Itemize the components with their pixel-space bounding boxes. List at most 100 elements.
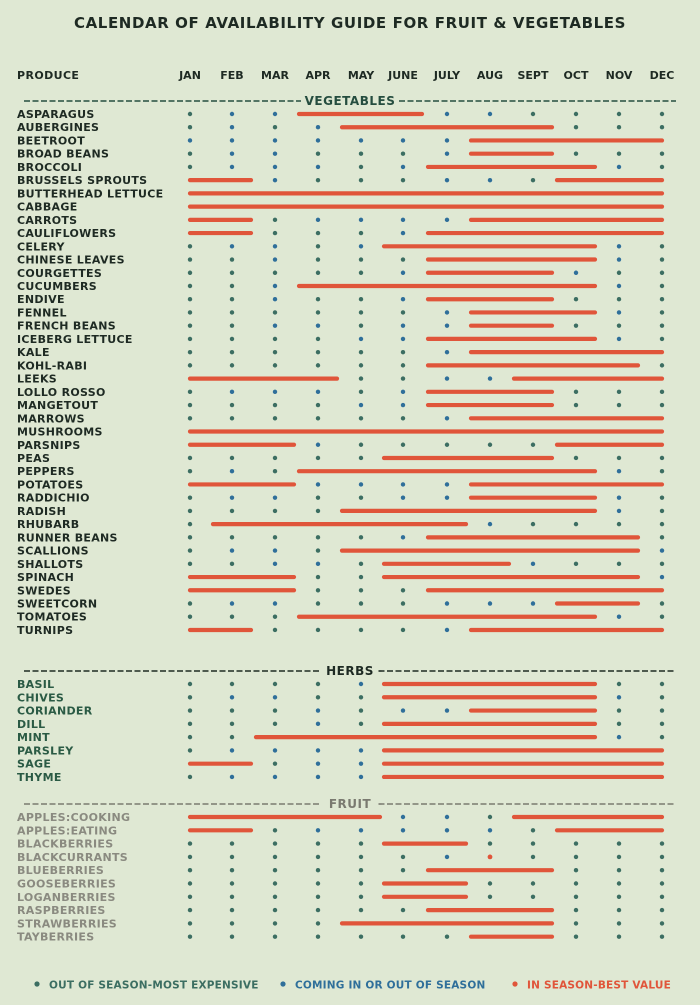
out-dot-tomatoes-jan — [187, 614, 193, 619]
out-dot-blackcurrants-june — [400, 854, 406, 860]
produce-label-marrows: MARROWS — [17, 412, 85, 425]
out-dot-peas-oct — [573, 455, 579, 461]
out-dot-endive-dec — [659, 297, 665, 302]
produce-label-apples-eating: APPLES:EATING — [17, 824, 117, 837]
out-dot-iceberg-lettuce-dec — [659, 336, 665, 342]
out-dot-shallots-dec — [659, 561, 665, 567]
coming-dot-asparagus-feb — [229, 111, 235, 117]
produce-label-asparagus: ASPARAGUS — [17, 108, 95, 121]
coming-dot-sweetcorn-july — [444, 601, 450, 606]
coming-dot-sage-may — [358, 761, 364, 766]
out-dot-endive-may — [358, 297, 364, 302]
out-dot-blueberries-june — [400, 868, 406, 873]
out-dot-gooseberries-nov — [616, 881, 622, 886]
produce-label-endive: ENDIVE — [17, 293, 65, 306]
coming-dot-asparagus-mar — [272, 111, 278, 117]
produce-label-scallions: SCALLIONS — [17, 545, 89, 558]
out-dot-tomatoes-feb — [229, 614, 235, 619]
coming-dot-chinese-leaves-nov — [616, 257, 622, 262]
coming-dot-iceberg-lettuce-june — [400, 336, 406, 342]
produce-label-cauliflowers: CAULIFLOWERS — [17, 227, 116, 240]
out-dot-broad-beans-dec — [659, 151, 665, 156]
out-dot-celery-apr — [315, 244, 321, 249]
out-dot-radish-jan — [187, 508, 193, 514]
out-dot-turnips-mar — [272, 627, 278, 633]
out-dot-strawberries-feb — [229, 921, 235, 926]
month-label-mar: MAR — [261, 69, 289, 82]
out-dot-blackberries-may — [358, 841, 364, 846]
out-dot-asparagus-jan — [187, 111, 193, 117]
out-dot-marrows-june — [400, 416, 406, 421]
out-dot-blackberries-sept — [530, 841, 536, 846]
out-dot-tayberries-may — [358, 934, 364, 939]
out-dot-iceberg-lettuce-jan — [187, 336, 193, 342]
out-dot-sweetcorn-dec — [659, 601, 665, 606]
produce-label-rhubarb: RHUBARB — [17, 518, 79, 531]
herbs-section-header: HERBS — [326, 664, 374, 678]
coming-dot-carrots-apr — [315, 217, 321, 223]
coming-dot-potatoes-june — [400, 482, 406, 487]
out-dot-runner-beans-feb — [229, 535, 235, 540]
coming-dot-cauliflowers-june — [400, 230, 406, 236]
out-dot-gooseberries-dec — [659, 881, 665, 886]
coming-dot-raddichio-july — [444, 495, 450, 500]
out-dot-mangetout-feb — [229, 402, 235, 408]
out-dot-raspberries-feb — [229, 907, 235, 913]
produce-label-iceberg-lettuce: ICEBERG LETTUCE — [17, 333, 133, 346]
coming-dot-mangetout-june — [400, 402, 406, 408]
produce-label-sage: SAGE — [17, 758, 51, 771]
coming-dot-sweetcorn-mar — [272, 601, 278, 606]
out-dot-iceberg-lettuce-feb — [229, 336, 235, 342]
out-dot-blackcurrants-feb — [229, 854, 235, 860]
out-dot-rhubarb-dec — [659, 521, 665, 527]
coming-dot-apples-cooking-june — [400, 814, 406, 820]
out-dot-runner-beans-may — [358, 535, 364, 540]
out-dot-strawberries-nov — [616, 921, 622, 926]
coming-dot-beetroot-june — [400, 138, 406, 143]
produce-label-loganberries: LOGANBERRIES — [17, 891, 116, 904]
out-dot-cauliflowers-may — [358, 230, 364, 236]
out-dot-peas-jan — [187, 455, 193, 461]
coming-dot-lollo-rosso-apr — [315, 389, 321, 395]
coming-dot-thyme-mar — [272, 774, 278, 780]
produce-label-thyme: THYME — [17, 771, 62, 784]
out-dot-gooseberries-sept — [530, 881, 536, 886]
coming-dot-leeks-july — [444, 376, 450, 381]
produce-label-blackberries: BLACKBERRIES — [17, 838, 113, 851]
out-dot-kohl-rabi-apr — [315, 363, 321, 368]
coming-dot-brussels-sprouts-aug — [487, 177, 493, 183]
out-dot-chinese-leaves-jan — [187, 257, 193, 262]
out-dot-thyme-jan — [187, 774, 193, 780]
out-dot-apples-eating-sept — [530, 828, 536, 833]
out-dot-coriander-dec — [659, 708, 665, 713]
out-dot-kale-jan — [187, 349, 193, 355]
out-dot-rhubarb-nov — [616, 521, 622, 527]
out-dot-broad-beans-oct — [573, 151, 579, 156]
out-dot-turnips-june — [400, 627, 406, 633]
coming-dot-asparagus-july — [444, 111, 450, 117]
coming-dot-endive-june — [400, 297, 406, 302]
out-dot-parsnips-sept — [530, 442, 536, 447]
out-dot-apples-cooking-aug — [487, 814, 493, 820]
out-dot-rhubarb-oct — [573, 521, 579, 527]
out-dot-lollo-rosso-nov — [616, 389, 622, 395]
coming-dot-raddichio-mar — [272, 495, 278, 500]
coming-dot-sweetcorn-sept — [530, 601, 536, 606]
coming-dot-apples-eating-july — [444, 828, 450, 833]
out-dot-tayberries-oct — [573, 934, 579, 939]
out-dot-sage-mar — [272, 761, 278, 766]
out-dot-raddichio-dec — [659, 495, 665, 500]
coming-dot-chives-feb — [229, 695, 235, 700]
out-dot-peas-may — [358, 455, 364, 461]
coming-dot-celery-mar — [272, 244, 278, 249]
out-dot-loganberries-dec — [659, 894, 665, 899]
out-dot-tayberries-feb — [229, 934, 235, 939]
coming-dot-parsley-apr — [315, 748, 321, 753]
out-dot-chinese-leaves-june — [400, 257, 406, 262]
coming-dot-radish-nov — [616, 508, 622, 514]
out-dot-radish-mar — [272, 508, 278, 514]
produce-label-sweetcorn: SWEETCORN — [17, 598, 97, 611]
out-dot-runner-beans-mar — [272, 535, 278, 540]
coming-dot-kale-july — [444, 349, 450, 355]
month-label-oct: OCT — [564, 69, 589, 82]
